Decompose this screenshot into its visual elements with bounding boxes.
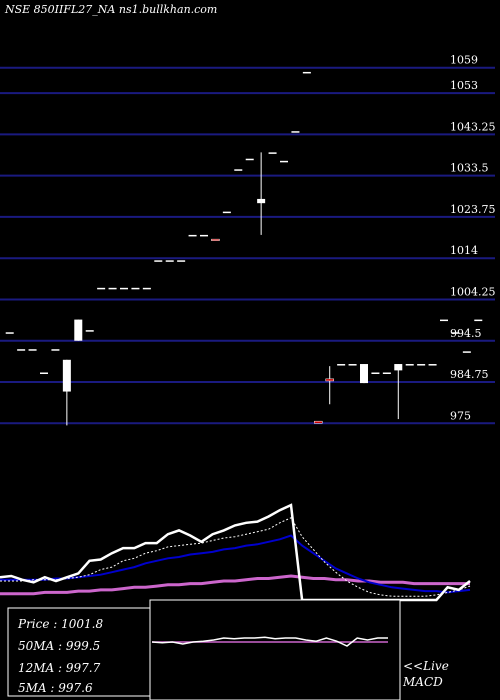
price-tick-label: 1033.5: [450, 162, 489, 175]
candlestick-series: [5, 71, 483, 426]
candle-body: [417, 364, 426, 366]
candle-body: [474, 319, 483, 322]
price-tick-label: 1059: [450, 54, 478, 67]
price-axis-labels: 1059 1053 1043.25 1033.5 1023.75 1014 1004.25 9…: [450, 54, 496, 423]
candle-body: [440, 319, 448, 322]
candle-body: [188, 234, 197, 237]
price-value: Price : 1001.8: [17, 617, 103, 631]
candle-body: [314, 420, 323, 424]
macd-live-label: <<Live: [403, 659, 449, 673]
symbol-header: NSE 850IIFL27_NA ns1.bullkhan.com: [4, 3, 217, 16]
candle-body: [268, 152, 277, 154]
candle-body: [5, 332, 14, 334]
candle-body: [165, 260, 174, 262]
price-tick-label: 984.75: [450, 368, 489, 381]
ma5-value: 5MA : 997.6: [18, 681, 93, 695]
price-tick-label: 994.5: [450, 327, 482, 340]
candle-body: [462, 351, 471, 353]
candle-body: [371, 372, 380, 374]
candle-body: [348, 364, 357, 366]
candle-body: [245, 158, 254, 161]
macd-frame: [149, 599, 401, 700]
ma5-line: [0, 517, 471, 597]
candle-body: [405, 364, 414, 366]
candle-body: [222, 211, 231, 214]
ma12-value: 12MA : 997.7: [18, 661, 101, 675]
candle-body: [360, 364, 368, 384]
candle-body: [28, 349, 37, 351]
indicator-panel: [0, 503, 471, 602]
price-tick-label: 1014: [450, 244, 478, 257]
candle-body: [200, 234, 208, 237]
candle-body: [74, 319, 83, 341]
price-tick-label: 1043.25: [450, 120, 496, 133]
candle-body: [40, 372, 48, 374]
candle-body: [451, 332, 460, 334]
candle-body: [131, 287, 140, 290]
macd-panel: <<Live MACD: [149, 599, 449, 700]
candle-body: [291, 131, 300, 133]
ma50-line: [0, 574, 470, 596]
candle-body: [62, 359, 71, 392]
price-tick-label: 1053: [450, 79, 478, 92]
macd-label: MACD: [402, 675, 443, 689]
candle-body: [17, 349, 26, 351]
candle-body: [302, 71, 311, 74]
candle-body: [142, 287, 151, 290]
candle-body: [337, 364, 346, 366]
candle-body: [211, 238, 220, 241]
macd-line: [151, 636, 388, 647]
price-tick-label: 1023.75: [450, 203, 496, 216]
ma50-value: 50MA : 999.5: [18, 639, 100, 653]
candle-body: [51, 349, 60, 351]
info-panel: Price : 1001.8 50MA : 999.5 12MA : 997.7…: [7, 607, 151, 697]
price-tick-label: 975: [450, 409, 471, 422]
candle-body: [97, 287, 106, 290]
candle-body: [154, 260, 163, 262]
candle-body: [382, 372, 391, 374]
candle-body: [234, 169, 243, 171]
price-tick-label: 1004.25: [450, 285, 496, 298]
candle-body: [325, 378, 334, 382]
candle-body: [177, 260, 186, 262]
info-box-frame: [7, 607, 151, 697]
candle-body: [394, 364, 403, 371]
candle-body: [280, 160, 288, 163]
candle-body: [120, 287, 128, 290]
macd-series: [151, 636, 388, 647]
candle-body: [428, 364, 437, 366]
candle-body: [108, 287, 117, 290]
candle-body: [257, 198, 266, 204]
price-grid: [0, 66, 495, 425]
candle-body: [85, 330, 94, 332]
ma12-line: [0, 534, 471, 594]
price-line: [0, 503, 471, 602]
